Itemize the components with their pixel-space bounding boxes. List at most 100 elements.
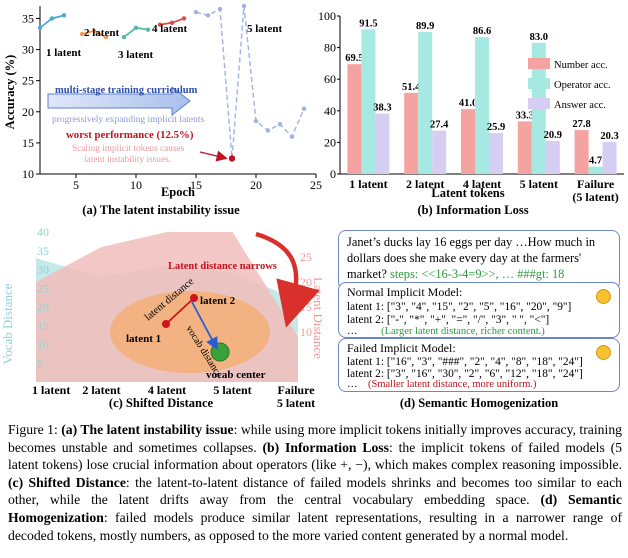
panel-c-chart: 40 35 30 25 20 15 10 5 25 20 15 10 1 latent 2 laten… — [0, 225, 326, 410]
c-xtick-label: 5 latent — [213, 383, 251, 397]
b-value-label: 91.5 — [359, 18, 377, 29]
a-data-point — [49, 16, 55, 21]
b-value-label: 83.0 — [530, 32, 548, 43]
a-data-point — [37, 25, 43, 30]
question-steps: steps: <<16-3-4=9>>, … ###gt: 18 — [390, 267, 565, 281]
vocab-distance-arrow — [191, 301, 218, 351]
normal-latent1: latent 1: ["3", "4", "15", "2", "5", "16… — [347, 301, 572, 313]
a-data-point — [181, 16, 187, 21]
b-ytick-label: 40 — [324, 104, 336, 118]
panel-a-caption: (a) The latent instability issue — [82, 203, 240, 217]
b-value-label: 20.9 — [544, 130, 562, 141]
figure-caption: Figure 1: (a) The latent instability iss… — [8, 421, 622, 544]
b-xtick-label: 5 latent — [520, 177, 558, 191]
panel-d: Janet’s ducks lay 16 eggs per day …How m… — [330, 224, 628, 414]
a-data-point — [301, 106, 307, 111]
question-market: market? — [347, 267, 387, 281]
a-data-point — [277, 122, 283, 127]
question-line-3: market? steps: <<16-3-4=9>>, … ###gt: 18 — [347, 266, 611, 282]
a-y-ticks: 10 15 20 25 30 35 — [22, 11, 40, 181]
a-xtick-label: 10 — [130, 178, 142, 192]
b-bar — [545, 140, 560, 174]
a-data-point — [253, 118, 259, 124]
b-legend-swatch — [528, 58, 550, 69]
b-value-label: 20.3 — [600, 131, 618, 142]
a-y-label: Accuracy (%) — [3, 55, 17, 130]
c-left-axis-label: Vocab Distance — [0, 283, 15, 364]
normal-latent2: latent 2: ["-", "*", "+", "=", "/", "3",… — [347, 314, 550, 326]
panel-c-caption: (c) Shifted Distance — [108, 396, 214, 410]
b-bar — [461, 109, 475, 174]
caption-fig: Figure 1: — [8, 422, 58, 437]
scaling-text-1: Scaling implicit tokens causes — [72, 144, 185, 154]
a-data-point — [217, 6, 223, 12]
a-data-point — [145, 27, 151, 32]
b-xtick-label: 4 latent — [463, 177, 501, 191]
a-xtick-label: 15 — [190, 178, 202, 192]
latent2-label: latent 2 — [200, 295, 236, 307]
a-xtick-label: 5 — [73, 178, 79, 192]
c-right-tick-label: 20 — [300, 275, 312, 289]
b-value-label: 25.9 — [487, 122, 505, 133]
panel-a-chart: 10 15 20 25 30 35 5 10 15 20 25 Accuracy (%) Epoc… — [3, 3, 322, 199]
a-data-point — [289, 134, 295, 139]
c-right-ticks: 25 20 15 10 — [300, 250, 312, 339]
b-bar — [602, 141, 617, 174]
a-data-point — [265, 128, 271, 133]
b-x-label: Latent tokens — [431, 186, 504, 200]
b-bar — [347, 64, 362, 174]
c-right-tick-label: 10 — [300, 325, 312, 339]
a-label-3latent: 3 latent — [118, 49, 153, 61]
b-value-label: 27.4 — [430, 120, 449, 131]
normal-note-text: (Larger latent distance, richer content.… — [381, 326, 545, 337]
b-bar — [588, 166, 603, 174]
b-value-label: 86.6 — [473, 26, 491, 37]
a-data-point — [157, 22, 163, 27]
a-data-point — [121, 34, 127, 40]
a-label-2latent: 2 latent — [84, 27, 119, 39]
b-xtick-label: 1 latent — [349, 177, 387, 191]
a-xtick-label: 20 — [250, 178, 262, 192]
failed-latent1: latent 1: ["16", "3", "###", "2", "4", "… — [347, 356, 583, 368]
b-bar — [432, 130, 447, 174]
caption-d-text: : failed models produce similar latent r… — [8, 509, 622, 543]
c-right-axis-label: Latent Distance — [311, 277, 322, 359]
a-data-point — [241, 3, 247, 9]
b-bars: 69.5 91.5 38.3 51.4 89.9 27.4 41.0 86.6 25.9 33.3… — [345, 18, 619, 175]
b-value-label: 27.8 — [572, 119, 590, 130]
b-xtick-label: 2 latent — [406, 177, 444, 191]
c-left-ticks: 40 35 30 25 20 15 10 5 — [37, 225, 49, 370]
worst-performance-text: worst performance (12.5%) — [66, 129, 194, 141]
caption-a-text: : while using more implicit tokens initi… — [8, 422, 623, 455]
smile-face-icon — [596, 289, 611, 304]
normal-model-title: Normal Implicit Model: — [347, 285, 463, 299]
c-left-tick-label: 25 — [37, 281, 49, 295]
caption-b-bold: (b) Information Loss — [262, 439, 389, 455]
a-series-line — [195, 5, 305, 159]
a-data-point — [91, 28, 97, 34]
failed-model-title: Failed Implicit Model: — [347, 341, 456, 355]
b-legend-label: Operator acc. — [554, 80, 611, 91]
b-ytick-label: 100 — [318, 9, 336, 23]
a-ytick-label: 15 — [22, 136, 34, 150]
sad-face-icon — [596, 345, 611, 360]
a-data-point — [205, 13, 211, 18]
b-xtick-sublabel: (5 latent) — [572, 190, 618, 204]
a-ytick-label: 25 — [22, 74, 34, 88]
b-value-label: 51.4 — [402, 82, 421, 93]
a-xtick-label: 25 — [310, 178, 322, 192]
b-legend-swatch — [528, 78, 550, 89]
c-right-tick-label: 15 — [300, 300, 312, 314]
b-xtick-label: Failure — [577, 177, 615, 191]
b-bar — [489, 133, 503, 174]
a-data-point — [103, 34, 109, 40]
b-value-label: 41.0 — [459, 98, 477, 109]
panel-b: 0 20 40 60 80 100 69.5 91.5 38.3 51.4 89.9 27.4 41.… — [318, 0, 628, 222]
b-bar — [404, 92, 419, 174]
scaling-text-2: latent instability issues. — [84, 155, 171, 165]
a-data-point — [193, 10, 199, 15]
caption-b-text: : the implicit tokens of failed models (… — [8, 439, 623, 473]
b-bar — [475, 37, 489, 175]
a-data-point — [133, 25, 139, 30]
failed-note-text: (Smaller latent distance, more uniform.) — [368, 379, 537, 390]
